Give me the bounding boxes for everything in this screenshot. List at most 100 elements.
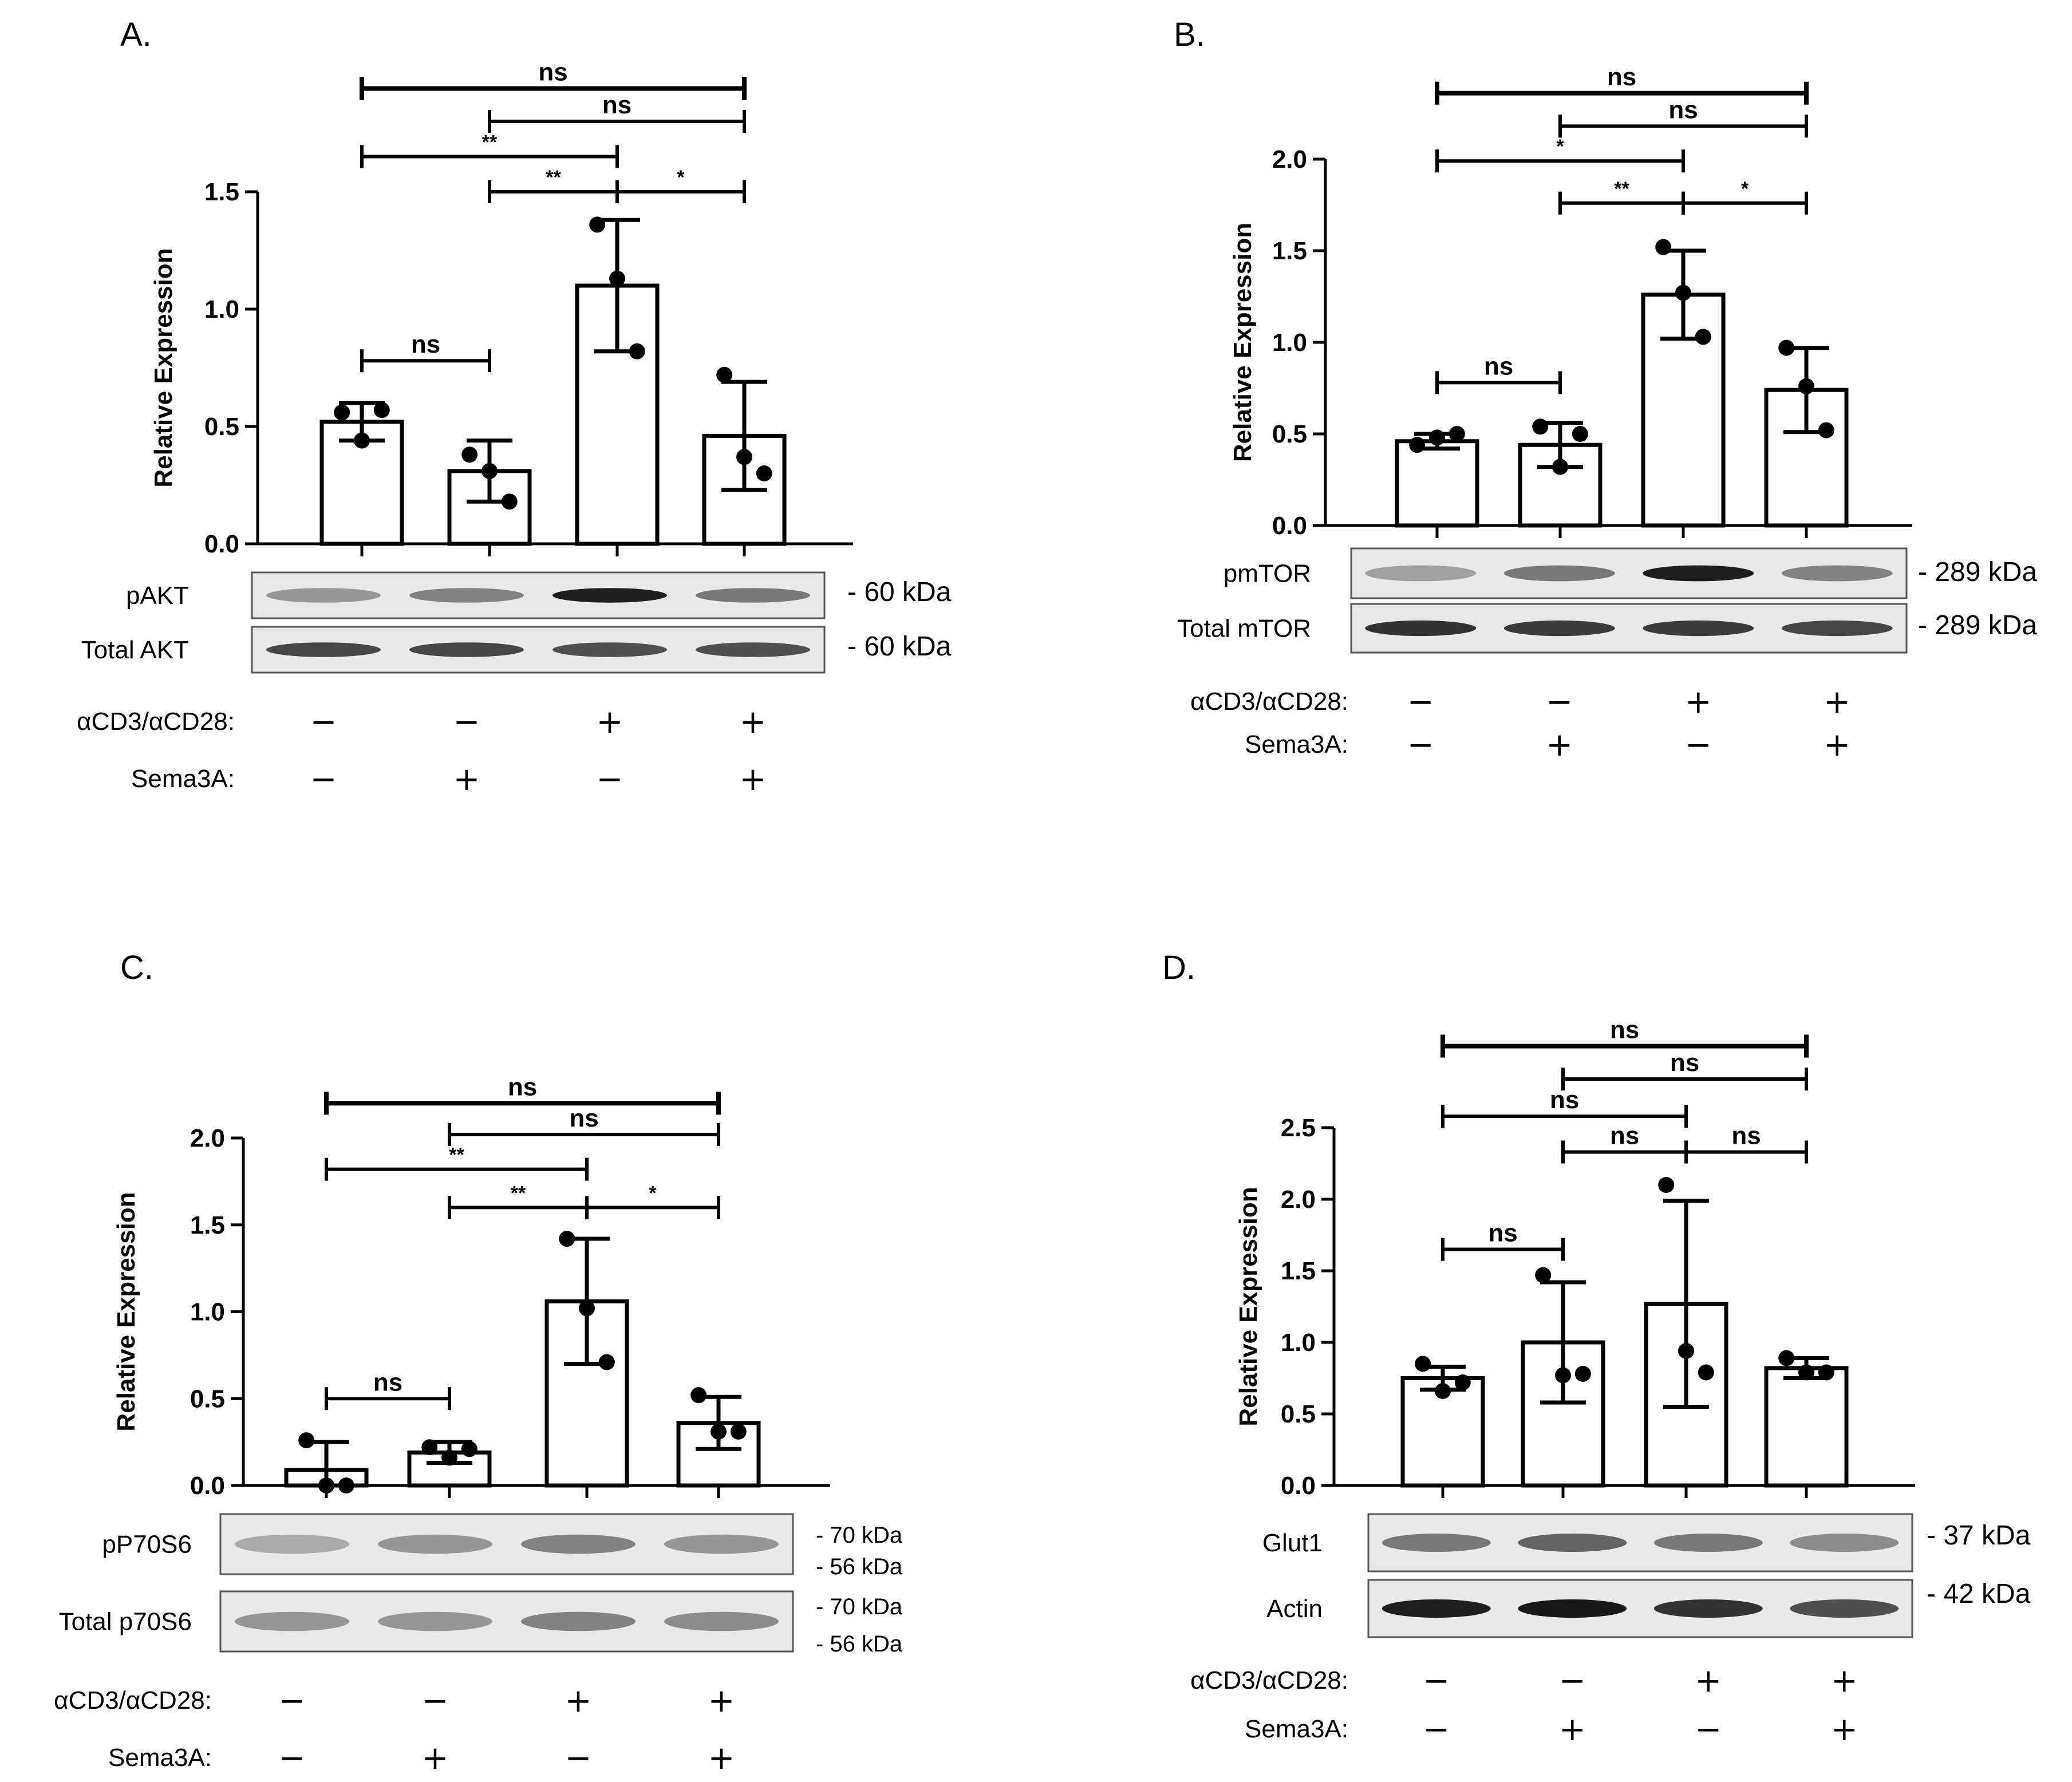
data-point (1678, 1343, 1694, 1359)
condition-sign: − (1423, 1711, 1450, 1748)
y-axis-label: Relative Expression (112, 1192, 140, 1431)
y-axis-label: Relative Expression (149, 248, 177, 487)
significance-label: ns (1610, 1016, 1639, 1044)
condition-sign: + (1559, 1711, 1586, 1748)
significance-label: ns (411, 330, 440, 358)
condition-sign: − (1559, 1662, 1586, 1700)
data-point (501, 493, 518, 510)
blot-band (1365, 620, 1477, 637)
kda-marker: - 56 kDa (816, 1554, 903, 1579)
y-tick-label: 0.5 (1272, 420, 1307, 448)
condition-sign: − (1407, 683, 1434, 721)
blot-band (552, 642, 667, 657)
y-axis-label: Relative Expression (1234, 1187, 1262, 1426)
blot-band (1382, 1534, 1491, 1552)
data-point (1555, 1367, 1571, 1384)
data-point (1429, 429, 1445, 446)
significance-label: ns (1610, 1122, 1639, 1150)
significance-label: ns (1731, 1122, 1761, 1150)
data-point (1695, 329, 1711, 345)
panel-b: B. 0.0 0.5 1.0 1.5 2.0 Relative Expression ns ns… (1174, 16, 2037, 764)
panel-d: D. 0.0 0.5 1.0 1.5 2.0 2.5 Relative Expression n… (1162, 949, 2031, 1748)
kda-marker: - 56 kDa (816, 1631, 903, 1657)
data-point (441, 1449, 457, 1466)
y-tick-label: 1.0 (1272, 329, 1307, 357)
data-point (1572, 426, 1588, 442)
condition-sign: + (565, 1682, 592, 1720)
condition-label: αCD3/αCD28: (1190, 687, 1348, 716)
y-tick-label: 1.5 (1272, 237, 1307, 265)
blot-label: Total p70S6 (59, 1608, 192, 1636)
significance-label: ** (482, 132, 498, 153)
kda-marker: - 70 kDa (816, 1523, 903, 1548)
blot-band (378, 1611, 492, 1631)
kda-marker: - 289 kDa (1918, 610, 2037, 641)
y-tick-label: 0.0 (1281, 1472, 1316, 1500)
significance-label: ** (1614, 178, 1629, 200)
panel-label: D. (1162, 949, 1195, 986)
data-point (559, 1231, 575, 1247)
blot-band (696, 642, 810, 657)
data-point (461, 447, 478, 463)
y-tick-label: 0.5 (1281, 1400, 1316, 1428)
data-point (716, 366, 733, 383)
condition-sign: + (1824, 726, 1850, 764)
condition-sign: − (1423, 1662, 1450, 1700)
data-point (1449, 426, 1465, 442)
data-point (1818, 1364, 1834, 1381)
y-tick-label: 2.0 (1281, 1186, 1316, 1214)
data-point (334, 404, 350, 421)
y-tick-label: 1.5 (190, 1211, 225, 1239)
data-point (579, 1300, 595, 1317)
blot-band (552, 588, 667, 603)
data-point (1532, 418, 1549, 435)
significance-label: * (649, 1182, 657, 1204)
data-point (711, 1423, 727, 1440)
blot-label: pP70S6 (102, 1531, 192, 1559)
data-point (318, 1477, 334, 1493)
blot-band (1643, 620, 1754, 637)
condition-sign: − (310, 704, 337, 741)
y-tick-label: 2.5 (1281, 1114, 1316, 1142)
blot-band (1781, 565, 1893, 582)
condition-label: αCD3/αCD28: (1190, 1666, 1348, 1694)
kda-marker: - 42 kDa (1927, 1579, 2031, 1609)
data-point (338, 1477, 354, 1493)
blot-label: Glut1 (1262, 1529, 1323, 1557)
blot-band (1382, 1599, 1491, 1618)
panel-label: A. (120, 16, 152, 53)
blot-band (521, 1611, 636, 1631)
blot-band (409, 588, 524, 603)
data-point (1658, 1177, 1675, 1193)
y-tick-label: 1.5 (204, 178, 239, 206)
kda-marker: - 70 kDa (816, 1594, 903, 1619)
y-tick-label: 1.0 (1281, 1329, 1316, 1357)
data-point (1818, 422, 1834, 438)
condition-sign: − (1407, 726, 1434, 764)
blot-band (696, 588, 810, 603)
data-point (1435, 1383, 1451, 1399)
blot-band (664, 1611, 779, 1631)
data-point (373, 402, 390, 418)
data-point (1675, 285, 1691, 301)
blot-band (664, 1534, 779, 1554)
blot-band (1781, 620, 1893, 637)
data-point (598, 1354, 615, 1370)
significance-label: * (1556, 136, 1564, 157)
condition-sign: − (279, 1682, 306, 1720)
data-point (1454, 1374, 1471, 1390)
kda-marker: - 289 kDa (1918, 557, 2037, 587)
blot-band (266, 588, 381, 603)
significance-label: ** (511, 1182, 526, 1204)
blot-label: Total AKT (81, 636, 189, 664)
significance-label: ns (1607, 63, 1636, 91)
blot-band (521, 1534, 636, 1554)
y-tick-label: 1.0 (190, 1298, 225, 1326)
significance-label: ns (373, 1368, 402, 1396)
bar-1 (1395, 439, 1479, 528)
data-point (756, 465, 772, 481)
blot-band (1653, 1534, 1763, 1552)
y-tick-label: 0.0 (204, 530, 239, 558)
condition-sign: + (597, 704, 623, 741)
